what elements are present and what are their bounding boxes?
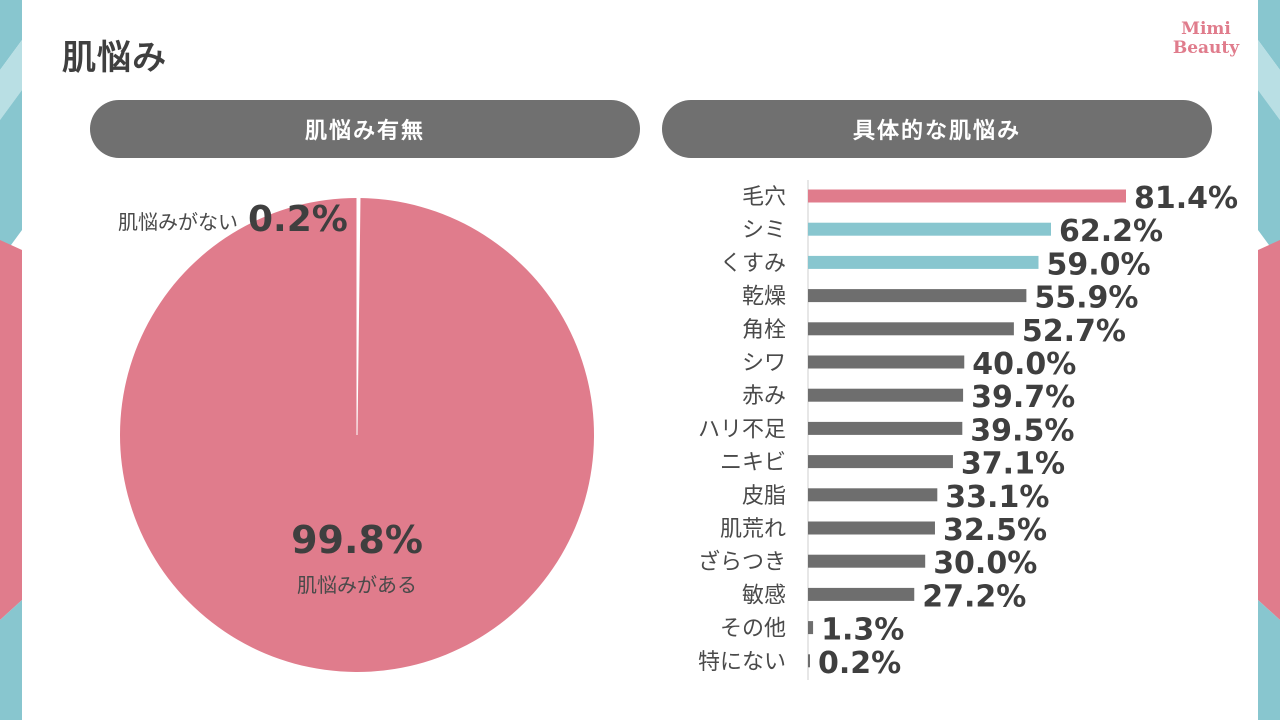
bar-value-label: 39.7% bbox=[971, 380, 1075, 415]
bar-category-label: ニキビ bbox=[720, 451, 786, 476]
bar-7 bbox=[808, 388, 964, 402]
pie-label-with-concerns: 肌悩みがある bbox=[297, 573, 417, 597]
bar-category-label: 乾燥 bbox=[742, 285, 786, 310]
bar-category-label: くすみ bbox=[720, 251, 786, 276]
bar-9 bbox=[808, 455, 953, 469]
bar-value-label: 27.2% bbox=[922, 579, 1026, 614]
bar-value-label: 30.0% bbox=[933, 546, 1037, 581]
bar-value-label: 59.0% bbox=[1046, 247, 1150, 282]
bar-value-label: 52.7% bbox=[1022, 314, 1126, 349]
bar-value-label: 40.0% bbox=[972, 347, 1076, 382]
pie-label-no-concerns-value: 0.2% bbox=[248, 199, 348, 240]
bar-value-label: 55.9% bbox=[1034, 281, 1138, 316]
bar-value-label: 37.1% bbox=[961, 447, 1065, 482]
bar-6 bbox=[808, 355, 965, 369]
bar-category-label: 毛穴 bbox=[742, 185, 786, 210]
bar-value-label: 81.4% bbox=[1134, 181, 1238, 216]
bar-15 bbox=[808, 654, 810, 668]
bar-11 bbox=[808, 521, 935, 535]
bar-category-label: 敏感 bbox=[742, 583, 786, 608]
logo-line-2: Beauty bbox=[1172, 38, 1240, 58]
right-side-decoration bbox=[1258, 0, 1280, 720]
bar-chart-header: 具体的な肌悩み bbox=[662, 100, 1212, 158]
bar-5 bbox=[808, 322, 1014, 336]
bar-category-label: 肌荒れ bbox=[720, 517, 786, 542]
bar-value-label: 33.1% bbox=[945, 480, 1049, 515]
bar-13 bbox=[808, 587, 915, 601]
bar-14 bbox=[808, 621, 814, 635]
bar-category-label: 角栓 bbox=[742, 318, 786, 343]
pie-slice-no-concerns bbox=[356, 197, 361, 436]
bar-category-label: 皮脂 bbox=[742, 484, 786, 509]
bar-3 bbox=[808, 255, 1039, 269]
bar-4 bbox=[808, 289, 1027, 303]
bar-1 bbox=[808, 189, 1126, 203]
bar-category-label: シミ bbox=[742, 218, 786, 243]
bar-value-label: 62.2% bbox=[1059, 214, 1163, 249]
left-side-decoration bbox=[0, 0, 22, 720]
bar-value-label: 1.3% bbox=[821, 613, 904, 648]
bar-2 bbox=[808, 222, 1051, 236]
brand-logo: Mimi Beauty bbox=[1168, 20, 1244, 58]
bar-category-label: ざらつき bbox=[698, 549, 786, 575]
bar-category-label: 特にない bbox=[698, 650, 786, 675]
bar-category-label: シワ bbox=[742, 351, 786, 376]
pie-label-with-concerns-value: 99.8% bbox=[291, 518, 423, 562]
bar-value-label: 39.5% bbox=[970, 413, 1074, 448]
bar-category-label: 赤み bbox=[742, 384, 786, 409]
bar-8 bbox=[808, 421, 963, 435]
bar-value-label: 0.2% bbox=[818, 646, 901, 681]
bar-12 bbox=[808, 554, 926, 568]
pie-chart-header: 肌悩み有無 bbox=[90, 100, 640, 158]
bar-10 bbox=[808, 488, 938, 502]
bar-category-label: ハリ不足 bbox=[698, 417, 786, 442]
bar-category-label: その他 bbox=[720, 617, 786, 642]
bar-value-label: 32.5% bbox=[943, 513, 1047, 548]
pie-label-no-concerns: 肌悩みがない bbox=[118, 210, 238, 234]
logo-line-1: Mimi bbox=[1181, 19, 1231, 39]
page-title: 肌悩み bbox=[62, 38, 167, 78]
